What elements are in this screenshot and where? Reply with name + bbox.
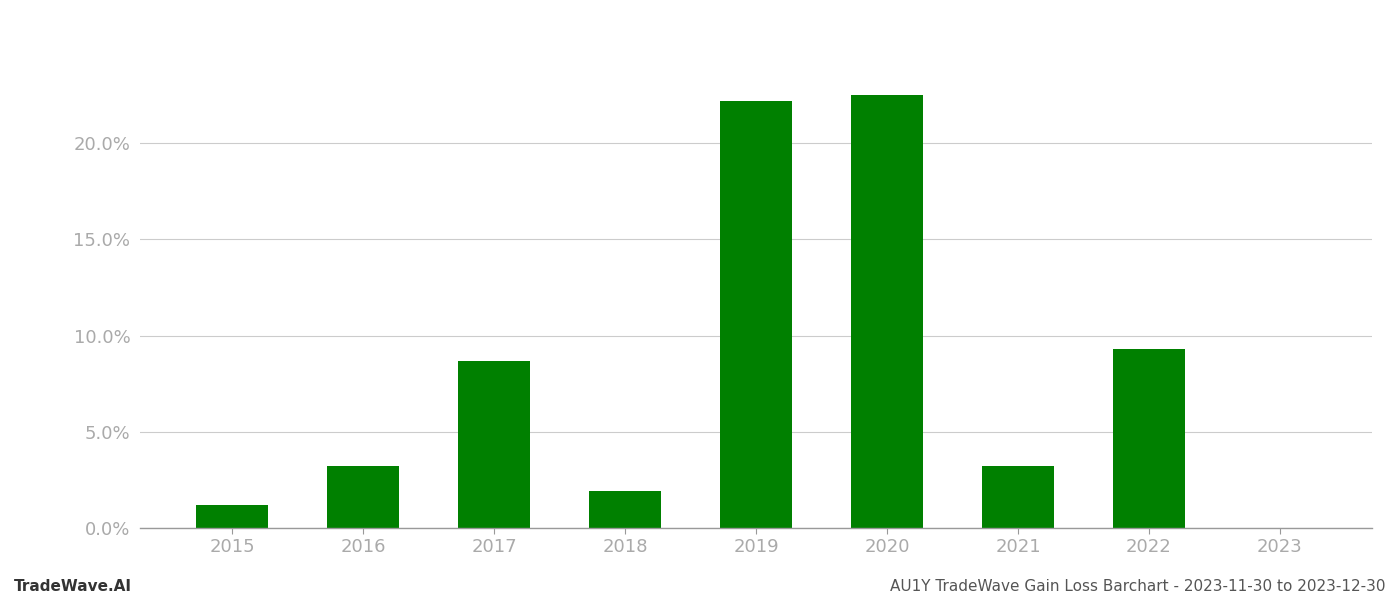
- Bar: [328, 466, 399, 528]
- Bar: [981, 466, 1054, 528]
- Text: TradeWave.AI: TradeWave.AI: [14, 579, 132, 594]
- Bar: [851, 95, 923, 528]
- Bar: [720, 101, 792, 528]
- Bar: [196, 505, 267, 528]
- Bar: [589, 491, 661, 528]
- Bar: [1113, 349, 1184, 528]
- Bar: [458, 361, 531, 528]
- Text: AU1Y TradeWave Gain Loss Barchart - 2023-11-30 to 2023-12-30: AU1Y TradeWave Gain Loss Barchart - 2023…: [890, 579, 1386, 594]
